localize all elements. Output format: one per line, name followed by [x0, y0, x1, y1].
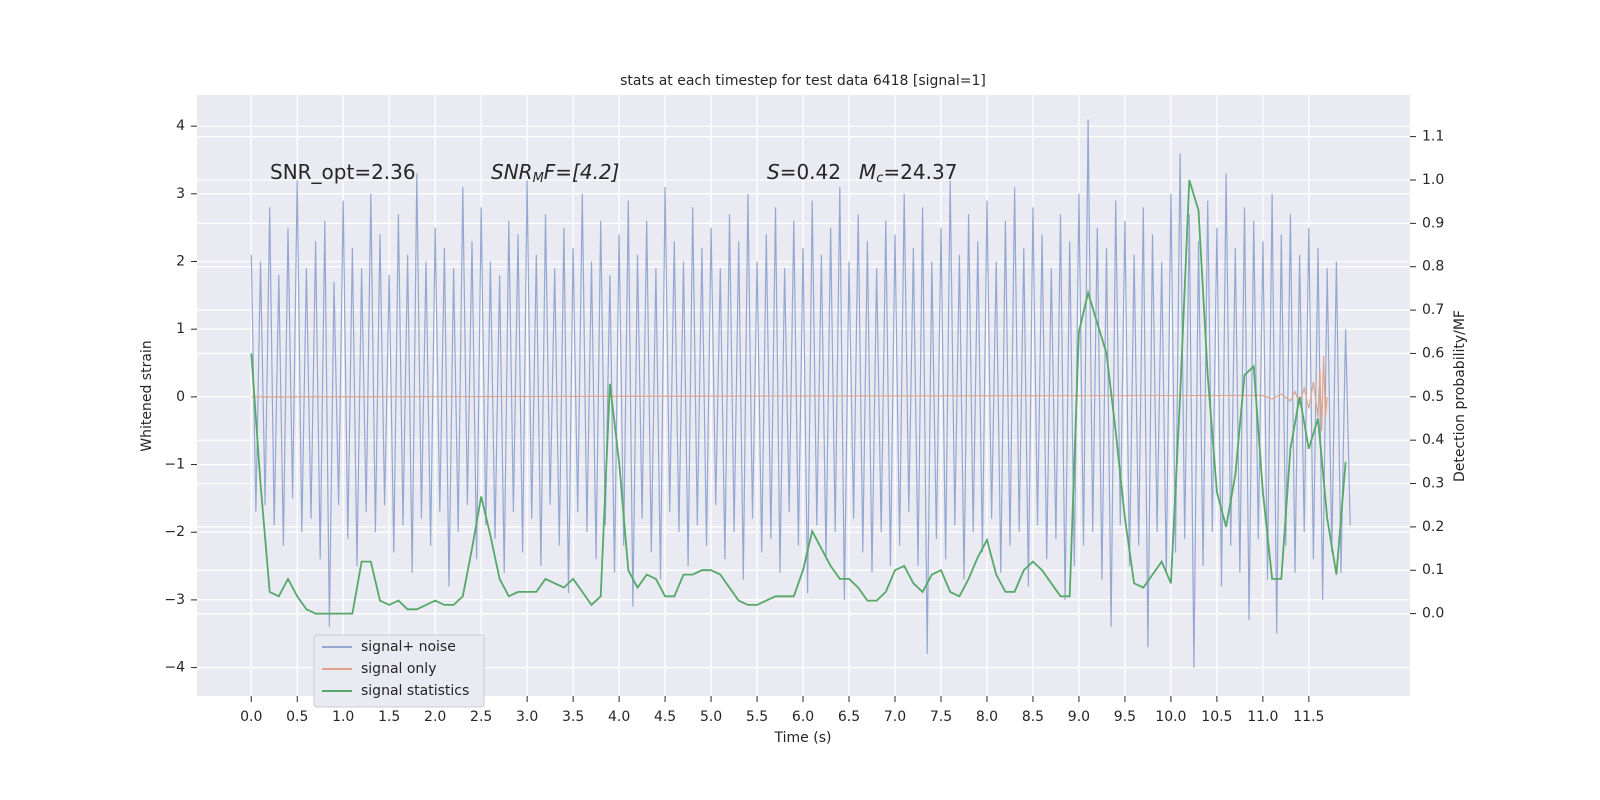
y2-tick-label: 0.4: [1422, 432, 1444, 448]
x-tick-label: 11.5: [1293, 709, 1324, 725]
y2-tick-label: 1.1: [1422, 129, 1444, 145]
y-tick-label: 4: [176, 118, 185, 134]
x-tick-label: 1.0: [332, 709, 354, 725]
x-tick-label: 9.5: [1114, 709, 1136, 725]
y-tick-label: −3: [164, 592, 185, 608]
annotation-part: M: [533, 171, 544, 186]
x-tick-label: 9.0: [1068, 709, 1090, 725]
annotation-part: S: [767, 160, 780, 184]
x-tick-label: 8.5: [1022, 709, 1044, 725]
x-tick-label: 7.0: [884, 709, 906, 725]
x-tick-label: 5.0: [700, 709, 722, 725]
x-tick-label: 8.0: [976, 709, 998, 725]
annotation: SNR_opt=2.36: [270, 160, 416, 184]
legend-label: signal only: [361, 661, 436, 677]
y-tick-label: 0: [176, 389, 185, 405]
y-tick-label: −2: [164, 524, 185, 540]
y-tick-label: 1: [176, 321, 185, 337]
y2-axis-label: Detection probability/MF: [1452, 310, 1468, 482]
y2-tick-label: 0.2: [1422, 519, 1444, 535]
annotation: S=0.42: [767, 160, 841, 184]
y2-tick-label: 0.0: [1422, 606, 1444, 622]
x-tick-label: 6.0: [792, 709, 814, 725]
y-tick-label: 3: [176, 186, 185, 202]
series-line: [251, 356, 1328, 431]
x-tick-label: 11.0: [1247, 709, 1278, 725]
annotation: Mc=24.37: [859, 160, 957, 186]
y2-tick-label: 0.5: [1422, 389, 1444, 405]
legend-box: [313, 634, 485, 708]
x-tick-label: 0.0: [240, 709, 262, 725]
y2-tick-label: 0.6: [1422, 345, 1444, 361]
x-axis-label: Time (s): [774, 730, 832, 746]
x-tick-label: 2.5: [470, 709, 492, 725]
annotation-part: =0.42: [780, 160, 841, 184]
annotation-part: F=[4.2]: [544, 160, 620, 184]
y2-tick-label: 1.0: [1422, 172, 1444, 188]
y-tick-label: −1: [164, 457, 185, 473]
y2-tick-label: 0.7: [1422, 302, 1444, 318]
annotation-part: c: [876, 171, 883, 186]
legend-label: signal statistics: [361, 683, 469, 699]
annotation-part: SNR: [491, 160, 533, 184]
x-tick-label: 3.0: [516, 709, 538, 725]
x-tick-label: 5.5: [746, 709, 768, 725]
series-line: [250, 119, 1351, 668]
x-tick-label: 10.5: [1201, 709, 1232, 725]
y2-tick-label: 0.3: [1422, 476, 1444, 492]
series-line: [250, 179, 1347, 615]
x-tick-label: 4.5: [654, 709, 676, 725]
annotation-part: =24.37: [883, 160, 957, 184]
x-tick-label: 1.5: [378, 709, 400, 725]
y-axis-label: Whitened strain: [139, 340, 155, 451]
y2-tick-label: 0.8: [1422, 259, 1444, 275]
y2-tick-label: 0.1: [1422, 562, 1444, 578]
x-tick-label: 3.5: [562, 709, 584, 725]
y-tick-label: −4: [164, 660, 185, 676]
y-tick-label: 2: [176, 253, 185, 269]
x-tick-label: 4.0: [608, 709, 630, 725]
x-tick-label: 2.0: [424, 709, 446, 725]
chart-title: stats at each timestep for test data 641…: [620, 73, 986, 89]
x-tick-label: 7.5: [930, 709, 952, 725]
x-tick-label: 6.5: [838, 709, 860, 725]
annotation-part: M: [859, 160, 876, 184]
annotation: SNRMF=[4.2]: [491, 160, 619, 186]
y2-tick-label: 0.9: [1422, 215, 1444, 231]
annotation-part: SNR_opt=2.36: [270, 160, 416, 184]
x-tick-label: 0.5: [286, 709, 308, 725]
legend-label: signal+ noise: [361, 639, 456, 655]
x-tick-label: 10.0: [1155, 709, 1186, 725]
